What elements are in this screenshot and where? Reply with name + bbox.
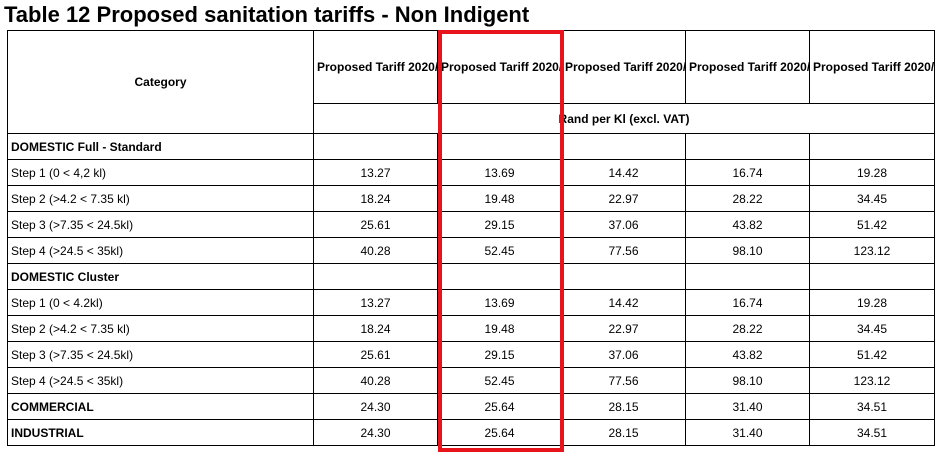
empty-cell <box>561 133 686 160</box>
page-title: Table 12 Proposed sanitation tariffs - N… <box>4 2 530 27</box>
table-cell: 43.82 <box>685 341 810 368</box>
table-row: Step 3 (>7.35 < 24.5kl) 25.61 29.15 37.06 43… <box>7 341 935 368</box>
table-cell: 25.61 <box>313 341 438 368</box>
table-cell: 19.28 <box>809 289 935 316</box>
table-cell: 29.15 <box>437 341 562 368</box>
empty-cell <box>313 133 438 160</box>
table-cell: 77.56 <box>561 237 686 264</box>
row-label: Step 2 (>4.2 < 7.35 kl) <box>7 315 314 342</box>
table-cell: 28.22 <box>685 185 810 212</box>
table-cell: 18.24 <box>313 185 438 212</box>
table-body: DOMESTIC Full - Standard Step 1 (0 < 4,2 … <box>7 133 935 446</box>
table-cell: 98.10 <box>685 367 810 394</box>
table-cell: 16.74 <box>685 159 810 186</box>
table-row: Step 2 (>4.2 < 7.35 kl) 18.24 19.48 22.97 28… <box>7 315 935 342</box>
table-cell: 22.97 <box>561 315 686 342</box>
table-cell: 40.28 <box>313 237 438 264</box>
empty-cell <box>437 133 562 160</box>
empty-cell <box>685 263 810 290</box>
row-label: Step 3 (>7.35 < 24.5kl) <box>7 341 314 368</box>
table-cell: 43.82 <box>685 211 810 238</box>
units-row: Rand per Kl (excl. VAT) <box>8 103 935 134</box>
column-header-level-3: Proposed Tariff 2020/21 Level 3 <box>685 30 810 104</box>
column-header-level-1: Proposed Tariff 2020/21 Level 1 <box>437 30 562 104</box>
table-cell: 51.42 <box>809 211 935 238</box>
empty-cell <box>685 133 810 160</box>
table-cell: 25.64 <box>437 419 562 446</box>
table-cell: 37.06 <box>561 211 686 238</box>
row-label: Step 4 (>24.5 < 35kl) <box>7 237 314 264</box>
table-cell: 98.10 <box>685 237 810 264</box>
row-label: Step 2 (>4.2 < 7.35 kl) <box>7 185 314 212</box>
table-cell: 13.69 <box>437 159 562 186</box>
table-cell: 31.40 <box>685 393 810 420</box>
section-label: DOMESTIC Full - Standard <box>7 133 314 160</box>
table-row: Step 1 (0 < 4,2 kl) 13.27 13.69 14.42 16.74 1… <box>7 159 935 186</box>
section-row: DOMESTIC Full - Standard <box>7 133 935 160</box>
section-row: DOMESTIC Cluster <box>7 263 935 290</box>
table-cell: 40.28 <box>313 367 438 394</box>
table-header-row: Category Proposed Tariff 2020/21 Level 0… <box>7 30 935 134</box>
table-cell: 18.24 <box>313 315 438 342</box>
table-row: Step 1 (0 < 4.2kl) 13.27 13.69 14.42 16.74 19… <box>7 289 935 316</box>
table-cell: 13.27 <box>313 289 438 316</box>
table-cell: 28.15 <box>561 393 686 420</box>
table-cell: 19.28 <box>809 159 935 186</box>
tariff-table: Category Proposed Tariff 2020/21 Level 0… <box>7 30 935 446</box>
table-cell: 31.40 <box>685 419 810 446</box>
table-cell: 28.22 <box>685 315 810 342</box>
empty-cell <box>561 263 686 290</box>
row-label: INDUSTRIAL <box>7 419 314 446</box>
column-header-level-2: Proposed Tariff 2020/21 Level 2 <box>561 30 686 104</box>
table-cell: 19.48 <box>437 185 562 212</box>
table-cell: 16.74 <box>685 289 810 316</box>
row-label: Step 1 (0 < 4,2 kl) <box>7 159 314 186</box>
row-label: COMMERCIAL <box>7 393 314 420</box>
table-cell: 28.15 <box>561 419 686 446</box>
table-cell: 123.12 <box>809 367 935 394</box>
section-label: DOMESTIC Cluster <box>7 263 314 290</box>
table-cell: 37.06 <box>561 341 686 368</box>
table-cell: 77.56 <box>561 367 686 394</box>
table-row: INDUSTRIAL 24.30 25.64 28.15 31.40 34.51 <box>7 419 935 446</box>
table-cell: 14.42 <box>561 289 686 316</box>
table-cell: 22.97 <box>561 185 686 212</box>
table-row: Step 2 (>4.2 < 7.35 kl) 18.24 19.48 22.97 28… <box>7 185 935 212</box>
empty-cell <box>809 263 935 290</box>
column-header-emergency: Proposed Tariff 2020/21 Emergency <box>809 30 935 104</box>
table-row: Step 4 (>24.5 < 35kl) 40.28 52.45 77.56 98.1… <box>7 367 935 394</box>
table-cell: 52.45 <box>437 237 562 264</box>
table-cell: 29.15 <box>437 211 562 238</box>
table-cell: 13.27 <box>313 159 438 186</box>
row-label: Step 3 (>7.35 < 24.5kl) <box>7 211 314 238</box>
empty-cell <box>809 133 935 160</box>
table-row: Step 3 (>7.35 < 24.5kl) 25.61 29.15 37.06 43… <box>7 211 935 238</box>
table-cell: 25.64 <box>437 393 562 420</box>
table-cell: 13.69 <box>437 289 562 316</box>
table-cell: 19.48 <box>437 315 562 342</box>
column-header-level-0: Proposed Tariff 2020/21 Level 0 <box>313 30 438 104</box>
category-header: Category <box>7 30 314 134</box>
table-cell: 34.45 <box>809 315 935 342</box>
table-cell: 52.45 <box>437 367 562 394</box>
table-row: Step 4 (>24.5 < 35kl) 40.28 52.45 77.56 98.1… <box>7 237 935 264</box>
table-cell: 51.42 <box>809 341 935 368</box>
table-row: COMMERCIAL 24.30 25.64 28.15 31.40 34.51 <box>7 393 935 420</box>
empty-cell <box>313 263 438 290</box>
row-label: Step 1 (0 < 4.2kl) <box>7 289 314 316</box>
table-cell: 34.51 <box>809 393 935 420</box>
table-cell: 34.45 <box>809 185 935 212</box>
table-cell: 34.51 <box>809 419 935 446</box>
table-cell: 123.12 <box>809 237 935 264</box>
table-cell: 24.30 <box>313 419 438 446</box>
units-label: Rand per Kl (excl. VAT) <box>313 103 935 134</box>
empty-cell <box>437 263 562 290</box>
table-cell: 25.61 <box>313 211 438 238</box>
table-cell: 14.42 <box>561 159 686 186</box>
row-label: Step 4 (>24.5 < 35kl) <box>7 367 314 394</box>
table-cell: 24.30 <box>313 393 438 420</box>
